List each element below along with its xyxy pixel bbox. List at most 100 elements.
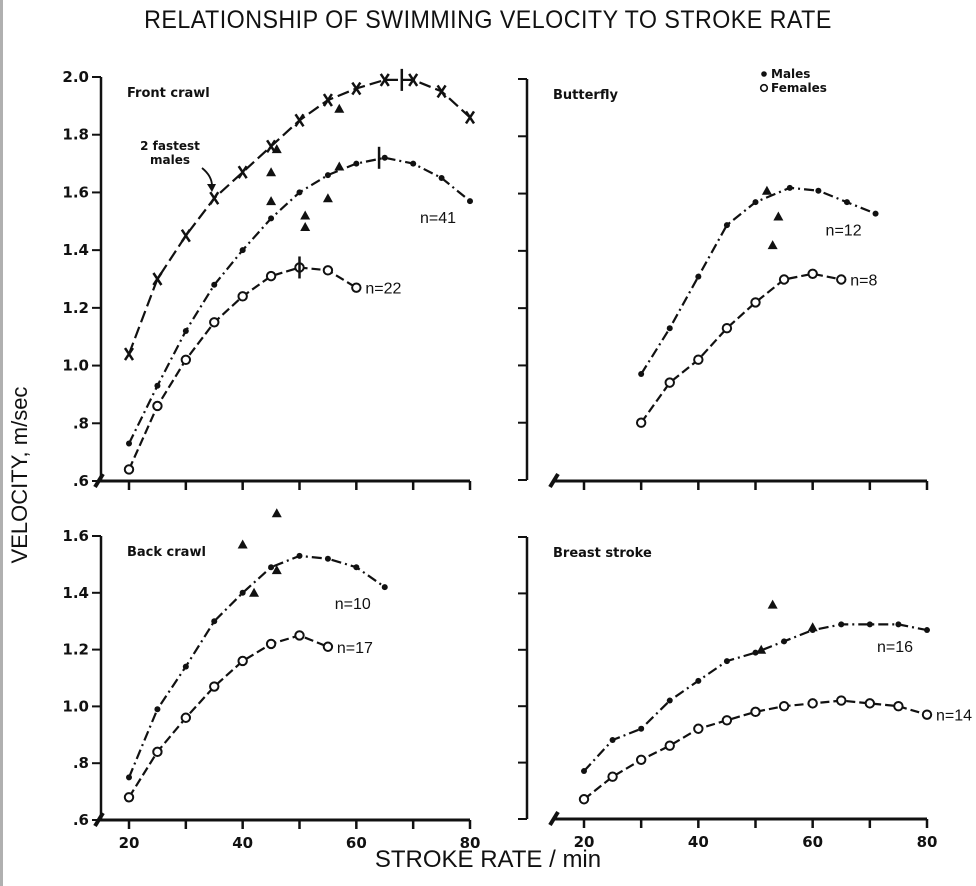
data-point-triangle: [266, 167, 277, 177]
data-point-female: [778, 701, 790, 712]
data-point-male: [872, 210, 879, 217]
legend-label: Females: [771, 81, 827, 95]
data-point-female: [578, 794, 590, 805]
data-point-triangle: [767, 240, 778, 250]
data-point-male: [638, 371, 645, 378]
x-marker-stroke: [209, 191, 220, 205]
data-point-female: [893, 701, 904, 712]
data-point-male: [924, 627, 930, 634]
x-tick-label: 40: [688, 833, 709, 851]
data-point-fastest-male: [464, 110, 476, 125]
annotation-arrowhead: [207, 184, 216, 192]
page-left-border: [0, 0, 3, 886]
data-point-male: [296, 189, 303, 196]
x-tick-label: 60: [802, 833, 823, 851]
series-line-females: [128, 634, 329, 798]
data-point-female: [180, 712, 192, 723]
data-point-male: [324, 172, 331, 179]
data-point-male: [723, 658, 730, 665]
data-point-male: [126, 440, 132, 447]
x-tick-label: 80: [460, 834, 481, 852]
sample-size-label: n=22: [365, 281, 401, 298]
data-point-female: [265, 270, 277, 282]
x-marker-stroke: [408, 73, 419, 87]
data-point-female: [721, 322, 733, 334]
data-point-fastest-male: [294, 113, 305, 127]
series-line-females: [640, 272, 842, 424]
axis-break-mark: [93, 472, 105, 489]
data-point-female: [721, 715, 733, 726]
data-point-male: [239, 589, 246, 596]
data-point-male: [296, 552, 303, 559]
data-point-fastest-male: [408, 73, 419, 87]
data-point-male: [324, 555, 331, 562]
x-tick-label: 20: [574, 833, 595, 851]
y-tick-label: 1.4: [62, 584, 89, 602]
sample-size-label: n=8: [850, 273, 877, 290]
panel-breast-stroke: 20 40 60 80 Breast stroke n=16 n=14: [518, 536, 972, 851]
data-point-triangle: [271, 565, 282, 575]
x-marker-stroke: [436, 84, 447, 99]
data-point-male: [438, 175, 445, 181]
data-point-triangle: [767, 599, 778, 609]
data-point-female: [152, 400, 163, 412]
y-tick-label: 1.2: [62, 299, 89, 317]
data-point-triangle: [334, 103, 345, 113]
data-point-male: [752, 199, 759, 206]
x-marker-stroke: [379, 73, 390, 87]
data-point-triangle: [237, 539, 248, 549]
sample-size-label: n=14: [936, 708, 972, 725]
data-point-female: [265, 638, 277, 650]
data-point-triangle: [266, 196, 277, 206]
x-marker-stroke: [351, 81, 362, 96]
data-point-fastest-male: [379, 73, 390, 87]
data-point-female: [864, 698, 876, 709]
data-point-female: [322, 641, 334, 652]
data-point-fastest-male: [237, 165, 248, 179]
data-point-male: [381, 154, 388, 161]
data-point-male: [752, 649, 759, 656]
x-tick-label: 80: [917, 833, 938, 851]
x-marker-stroke: [464, 110, 476, 125]
data-point-male: [781, 638, 788, 645]
panel-title: Butterfly: [553, 88, 618, 103]
data-point-female: [180, 354, 192, 365]
data-point-fastest-male: [180, 229, 191, 243]
data-point-male: [211, 618, 218, 625]
data-point-triangle: [249, 587, 260, 597]
annotation-label: 2 fastest: [140, 139, 200, 153]
data-point-female: [693, 354, 704, 365]
y-tick-label: .8: [73, 754, 89, 772]
data-point-female: [123, 792, 135, 803]
sample-size-label: n=17: [337, 640, 373, 657]
panel-front-crawl: .6 .8 1.0 1.2 1.4 1.6 1.8 2.0 Front crawl n=41 n=2…: [62, 68, 476, 490]
data-point-male: [467, 198, 473, 205]
data-point-female: [750, 706, 761, 718]
data-point-triangle: [773, 211, 784, 221]
y-tick-label: 1.0: [62, 357, 89, 375]
axis-break-mark: [93, 811, 105, 828]
data-point-triangle: [322, 193, 333, 203]
data-point-female: [322, 265, 334, 276]
data-point-female: [836, 274, 847, 285]
legend-female-marker: [759, 83, 769, 93]
data-point-female: [209, 681, 220, 692]
data-point-female: [237, 291, 248, 302]
data-point-female: [152, 746, 163, 758]
data-point-male: [666, 325, 673, 332]
data-point-female: [693, 723, 704, 734]
data-point-male: [695, 677, 702, 684]
data-point-male: [609, 737, 616, 744]
data-point-female: [807, 698, 818, 709]
series-line-males: [128, 156, 471, 444]
data-point-female: [635, 417, 647, 428]
x-marker-stroke: [237, 165, 248, 179]
data-point-male: [268, 564, 275, 571]
sample-size-label: n=12: [826, 223, 862, 240]
y-tick-label: 1.6: [62, 527, 89, 545]
x-tick-label: 20: [119, 834, 140, 852]
legend-label: Males: [771, 67, 810, 81]
data-point-female: [807, 268, 818, 279]
